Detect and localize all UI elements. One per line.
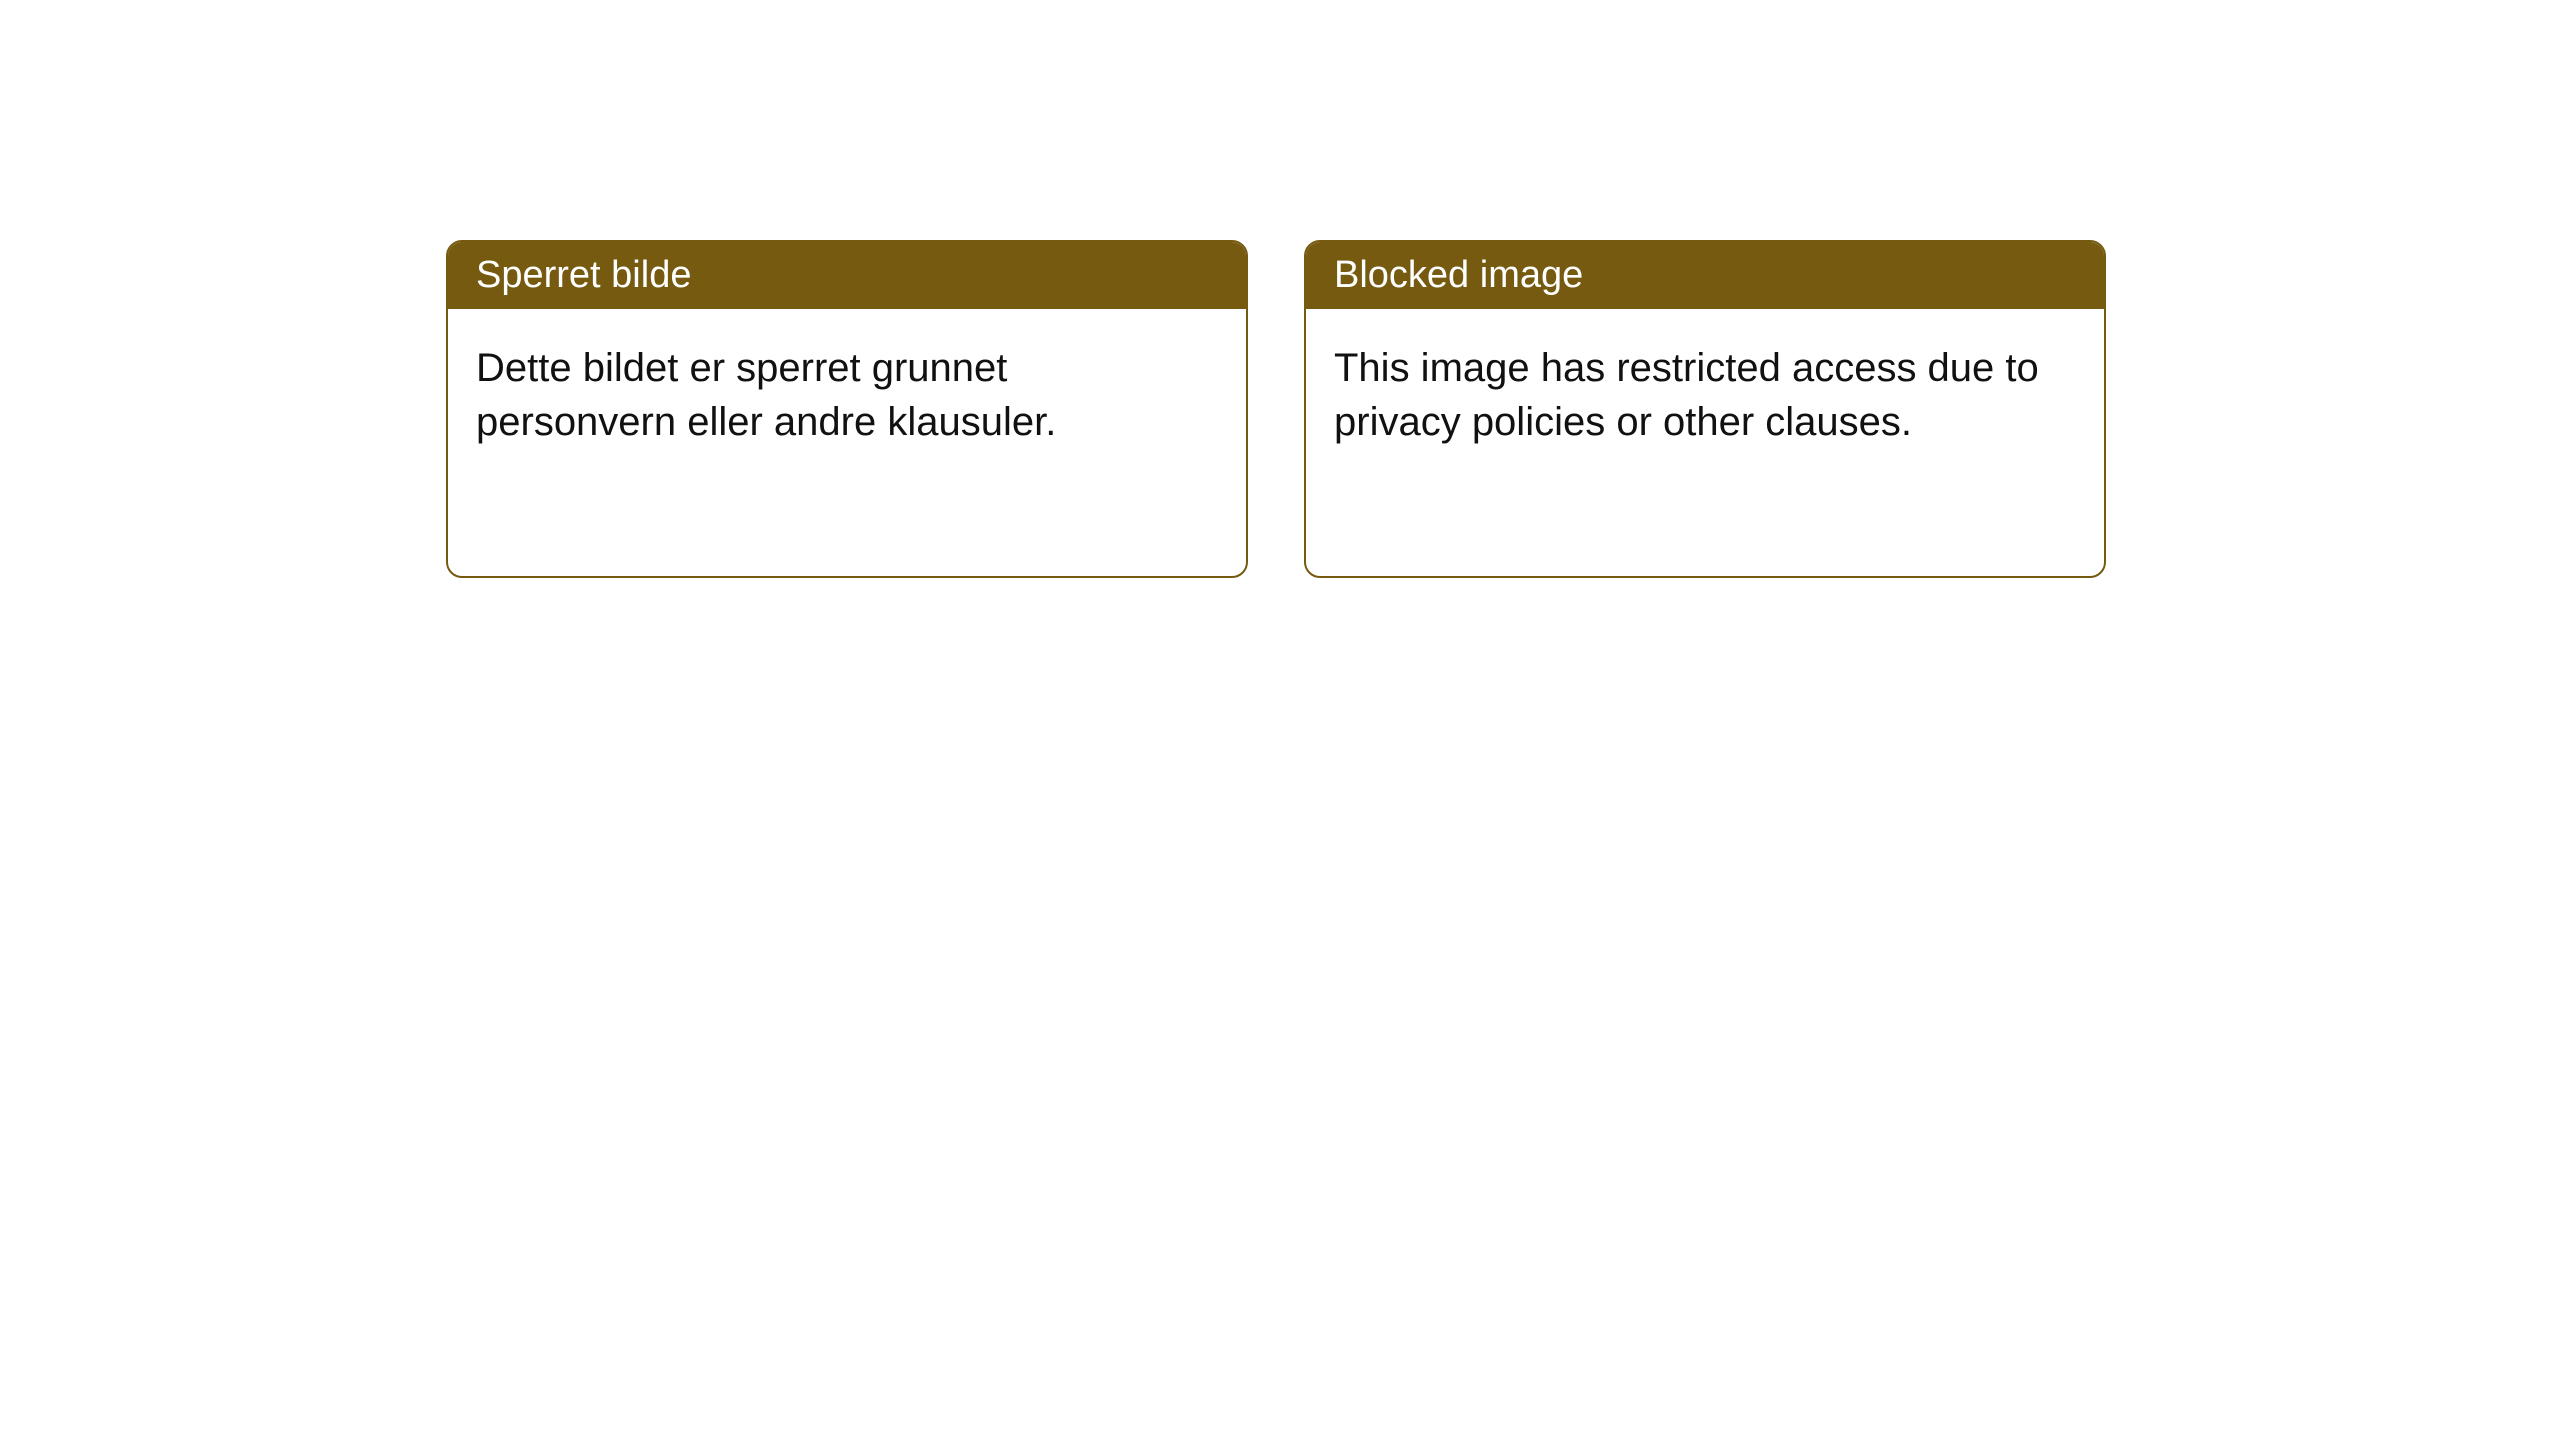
- notice-title: Blocked image: [1334, 254, 1583, 296]
- notice-body: Dette bildet er sperret grunnet personve…: [448, 309, 1246, 477]
- notice-text: This image has restricted access due to …: [1334, 346, 2039, 444]
- notice-title: Sperret bilde: [476, 254, 691, 296]
- notice-body: This image has restricted access due to …: [1306, 309, 2104, 477]
- notice-card-english: Blocked image This image has restricted …: [1304, 240, 2106, 578]
- notice-header: Blocked image: [1306, 242, 2104, 309]
- notice-card-norwegian: Sperret bilde Dette bildet er sperret gr…: [446, 240, 1248, 578]
- notice-text: Dette bildet er sperret grunnet personve…: [476, 346, 1056, 444]
- notice-header: Sperret bilde: [448, 242, 1246, 309]
- notice-container: Sperret bilde Dette bildet er sperret gr…: [446, 240, 2106, 578]
